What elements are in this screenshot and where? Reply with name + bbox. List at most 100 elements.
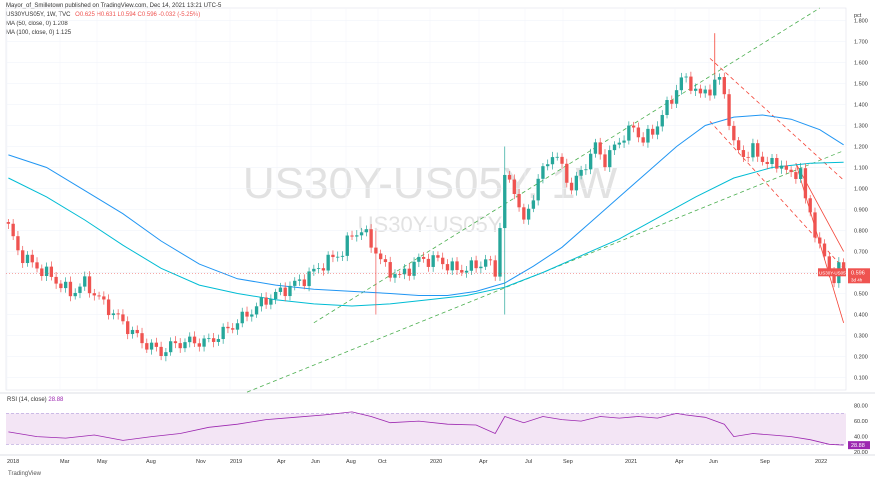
candle: [631, 121, 636, 133]
ma50-legend[interactable]: MA (50, close, 0) 1.208: [6, 21, 68, 27]
x-tick-label: Sep: [760, 459, 770, 465]
candle: [584, 164, 588, 175]
candle-body: [378, 253, 383, 260]
candle-body: [135, 329, 139, 334]
candle: [679, 72, 684, 95]
x-tick-label: 2020: [430, 459, 442, 465]
candle-body: [646, 128, 650, 143]
candle-body: [240, 311, 244, 324]
candle-body: [550, 157, 555, 165]
rsi-label: RSI (14, close) 28.88: [7, 397, 64, 403]
candle-body: [102, 296, 106, 300]
candle: [741, 145, 746, 163]
candle-body: [197, 343, 201, 347]
y-tick-label: 0.100: [854, 375, 868, 381]
candle-body: [503, 174, 507, 229]
candle-body: [402, 268, 407, 275]
candle-body: [288, 285, 292, 297]
ma100-legend[interactable]: MA (100, close, 0) 1.125: [6, 30, 72, 36]
candle: [231, 323, 235, 334]
x-tick-label: 2022: [815, 459, 827, 465]
candle-body: [569, 182, 574, 191]
candle: [789, 166, 793, 177]
candle-body: [536, 178, 540, 201]
candle: [445, 259, 450, 275]
candle-body: [732, 125, 736, 141]
candle: [331, 250, 335, 263]
candle: [288, 281, 292, 301]
candle-body: [188, 336, 192, 343]
candle: [264, 292, 268, 309]
candle: [431, 251, 435, 272]
candle: [426, 253, 431, 272]
candle-body: [546, 164, 550, 167]
candle-body: [54, 276, 58, 284]
x-tick-label: Jun: [311, 459, 320, 465]
candle: [164, 348, 168, 362]
candle: [479, 261, 483, 274]
symbol-tag-bg: [818, 268, 846, 277]
candle: [83, 271, 87, 291]
candle: [402, 264, 407, 280]
candle-body: [436, 255, 440, 258]
candle: [455, 257, 459, 276]
candle: [221, 323, 225, 344]
candle-body: [78, 286, 82, 293]
candle-body: [326, 254, 330, 271]
candle: [622, 135, 626, 148]
candle-body: [30, 254, 34, 263]
candle-body: [421, 256, 426, 259]
candle-body: [455, 261, 459, 271]
candle-body: [722, 77, 726, 95]
candle-body: [183, 342, 187, 349]
candle: [765, 156, 769, 169]
candle: [493, 255, 497, 281]
candle: [727, 88, 731, 131]
candle-body: [231, 328, 235, 330]
price-tag-bg: [848, 268, 870, 284]
candle-body: [474, 260, 478, 269]
symbol-name[interactable]: US30YUS05Y, 1W, TVC: [6, 12, 71, 18]
candle-body: [789, 169, 793, 173]
candle-body: [751, 143, 755, 158]
candle-body: [254, 306, 259, 315]
candle-body: [741, 150, 746, 157]
candle-body: [636, 127, 641, 138]
candle: [708, 84, 712, 101]
x-tick-label: 2019: [230, 459, 242, 465]
x-tick-label: Apr: [479, 459, 488, 465]
candle-body: [16, 236, 20, 251]
candle-body: [483, 259, 488, 267]
candle: [464, 265, 469, 278]
y-tick-label: 1.400: [854, 103, 868, 109]
candle: [460, 264, 464, 277]
candle-body: [216, 339, 221, 342]
candle-body: [507, 174, 512, 180]
candle: [312, 264, 316, 276]
candle-body: [760, 156, 765, 162]
candle: [546, 159, 550, 171]
candle-body: [498, 228, 502, 277]
candle: [693, 83, 698, 96]
candle-body: [407, 268, 411, 276]
candle-body: [83, 276, 87, 287]
candle: [245, 306, 249, 322]
candle-body: [660, 114, 664, 127]
candle: [450, 257, 454, 276]
candle: [803, 163, 808, 204]
candle: [259, 293, 264, 312]
x-tick-label: Jun: [709, 459, 718, 465]
candle: [770, 153, 774, 169]
candle-body: [21, 250, 25, 264]
candle-body: [579, 169, 583, 176]
candle: [21, 245, 25, 268]
candle: [670, 95, 674, 109]
candle: [73, 288, 77, 300]
candle: [421, 252, 426, 263]
candle: [388, 256, 392, 282]
candle: [550, 151, 555, 170]
candle-body: [417, 256, 421, 262]
candle-body: [708, 89, 712, 96]
candle-body: [584, 169, 588, 171]
